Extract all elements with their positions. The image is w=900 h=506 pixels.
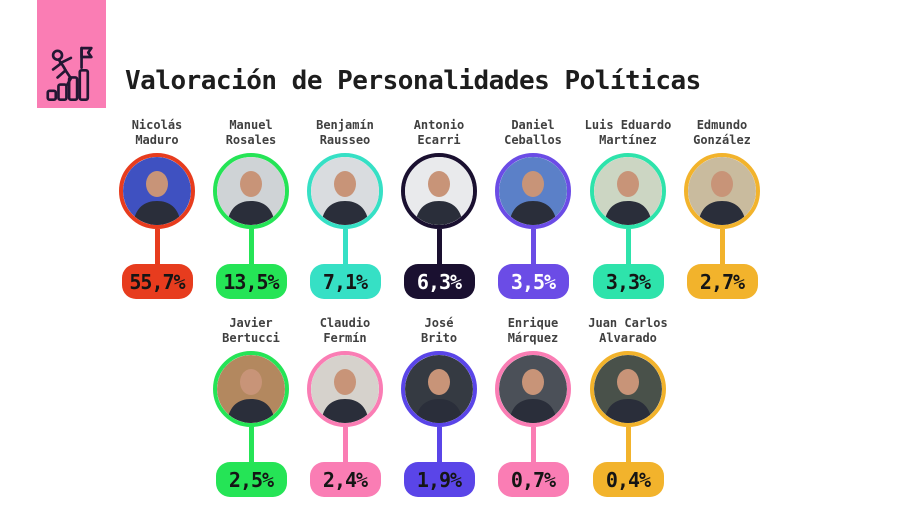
connector-stem — [248, 229, 254, 264]
value-badge: 2,4% — [309, 462, 381, 497]
value-badge: 1,9% — [403, 462, 475, 497]
avatar — [590, 351, 666, 427]
connector-stem — [625, 229, 631, 264]
person-name: Daniel Ceballos — [504, 118, 562, 147]
person-photo — [311, 355, 379, 423]
avatar — [213, 351, 289, 427]
person-card: Daniel Ceballos 3,5% — [486, 118, 580, 304]
person-arm-back — [51, 62, 62, 71]
avatar — [401, 153, 477, 229]
value-badge: 0,7% — [497, 462, 569, 497]
person-silhouette-icon — [509, 171, 557, 225]
person-silhouette-icon — [509, 369, 557, 423]
avatar — [495, 153, 571, 229]
person-silhouette-icon — [698, 171, 746, 225]
bar-icon-4 — [78, 69, 90, 101]
person-photo — [217, 157, 285, 225]
connector-stem — [342, 427, 348, 462]
connector-stem — [530, 427, 536, 462]
person-card: José Brito 1,9% — [392, 316, 486, 502]
person-card: Enrique Márquez 0,7% — [486, 316, 580, 502]
person-card: Juan Carlos Alvarado 0,4% — [581, 316, 675, 502]
bar-icon-1 — [46, 89, 58, 101]
person-silhouette-icon — [604, 369, 652, 423]
achievement-climb-flag-icon — [46, 44, 94, 102]
person-name: Antonio Ecarri — [413, 118, 465, 147]
person-head — [51, 49, 64, 61]
value-badge: 55,7% — [121, 264, 193, 299]
person-name: José Brito — [420, 316, 458, 345]
value-badge: 2,7% — [686, 264, 758, 299]
person-name: Javier Bertucci — [222, 316, 280, 345]
connector-stem — [625, 427, 631, 462]
person-silhouette-icon — [133, 171, 181, 225]
value-badge: 6,3% — [403, 264, 475, 299]
connector-stem — [248, 427, 254, 462]
person-photo — [123, 157, 191, 225]
person-name: Edmundo González — [693, 118, 751, 147]
person-name: Benjamín Rausseo — [316, 118, 374, 147]
avatar — [495, 351, 571, 427]
person-silhouette-icon — [415, 171, 463, 225]
person-photo — [499, 355, 567, 423]
connector-stem — [154, 229, 160, 264]
avatar — [213, 153, 289, 229]
avatar — [684, 153, 760, 229]
connector-stem — [530, 229, 536, 264]
person-name: Luis Eduardo Martínez — [584, 118, 672, 147]
connector-stem — [719, 229, 725, 264]
person-name: Claudio Fermín — [319, 316, 371, 345]
avatar — [119, 153, 195, 229]
person-silhouette-icon — [227, 369, 275, 423]
person-name: Enrique Márquez — [507, 316, 559, 345]
person-photo — [311, 157, 379, 225]
person-card: Antonio Ecarri 6,3% — [392, 118, 486, 304]
person-name: Juan Carlos Alvarado — [588, 316, 668, 345]
avatar — [307, 153, 383, 229]
person-silhouette-icon — [321, 171, 369, 225]
person-leg-front — [64, 69, 73, 86]
person-photo — [594, 355, 662, 423]
person-leg-back — [56, 69, 67, 79]
logo-block — [37, 0, 106, 108]
person-card: Manuel Rosales 13,5% — [204, 118, 298, 304]
person-card: Luis Eduardo Martínez 3,3% — [581, 118, 675, 304]
person-card: Claudio Fermín 2,4% — [298, 316, 392, 502]
person-card: Benjamín Rausseo 7,1% — [298, 118, 392, 304]
connector-stem — [342, 229, 348, 264]
avatar — [307, 351, 383, 427]
person-photo — [405, 157, 473, 225]
connector-stem — [436, 427, 442, 462]
person-silhouette-icon — [604, 171, 652, 225]
value-badge: 3,3% — [592, 264, 664, 299]
avatar — [590, 153, 666, 229]
value-badge: 0,4% — [592, 462, 664, 497]
person-silhouette-icon — [321, 369, 369, 423]
person-photo — [405, 355, 473, 423]
person-arm-front — [58, 56, 73, 65]
person-photo — [688, 157, 756, 225]
person-photo — [217, 355, 285, 423]
flag-icon — [80, 46, 93, 59]
bar-icon-3 — [67, 76, 79, 101]
page-title: Valoración de Personalidades Políticas — [125, 66, 701, 96]
bar-icon-2 — [57, 83, 68, 101]
value-badge: 3,5% — [497, 264, 569, 299]
value-badge: 2,5% — [215, 462, 287, 497]
value-badge: 7,1% — [309, 264, 381, 299]
connector-stem — [436, 229, 442, 264]
person-photo — [594, 157, 662, 225]
person-name: Manuel Rosales — [225, 118, 277, 147]
avatar — [401, 351, 477, 427]
person-name: Nicolás Maduro — [131, 118, 183, 147]
person-card: Edmundo González 2,7% — [675, 118, 769, 304]
person-photo — [499, 157, 567, 225]
person-silhouette-icon — [415, 369, 463, 423]
person-silhouette-icon — [227, 171, 275, 225]
person-card: Javier Bertucci 2,5% — [204, 316, 298, 502]
person-card: Nicolás Maduro 55,7% — [110, 118, 204, 304]
value-badge: 13,5% — [215, 264, 287, 299]
